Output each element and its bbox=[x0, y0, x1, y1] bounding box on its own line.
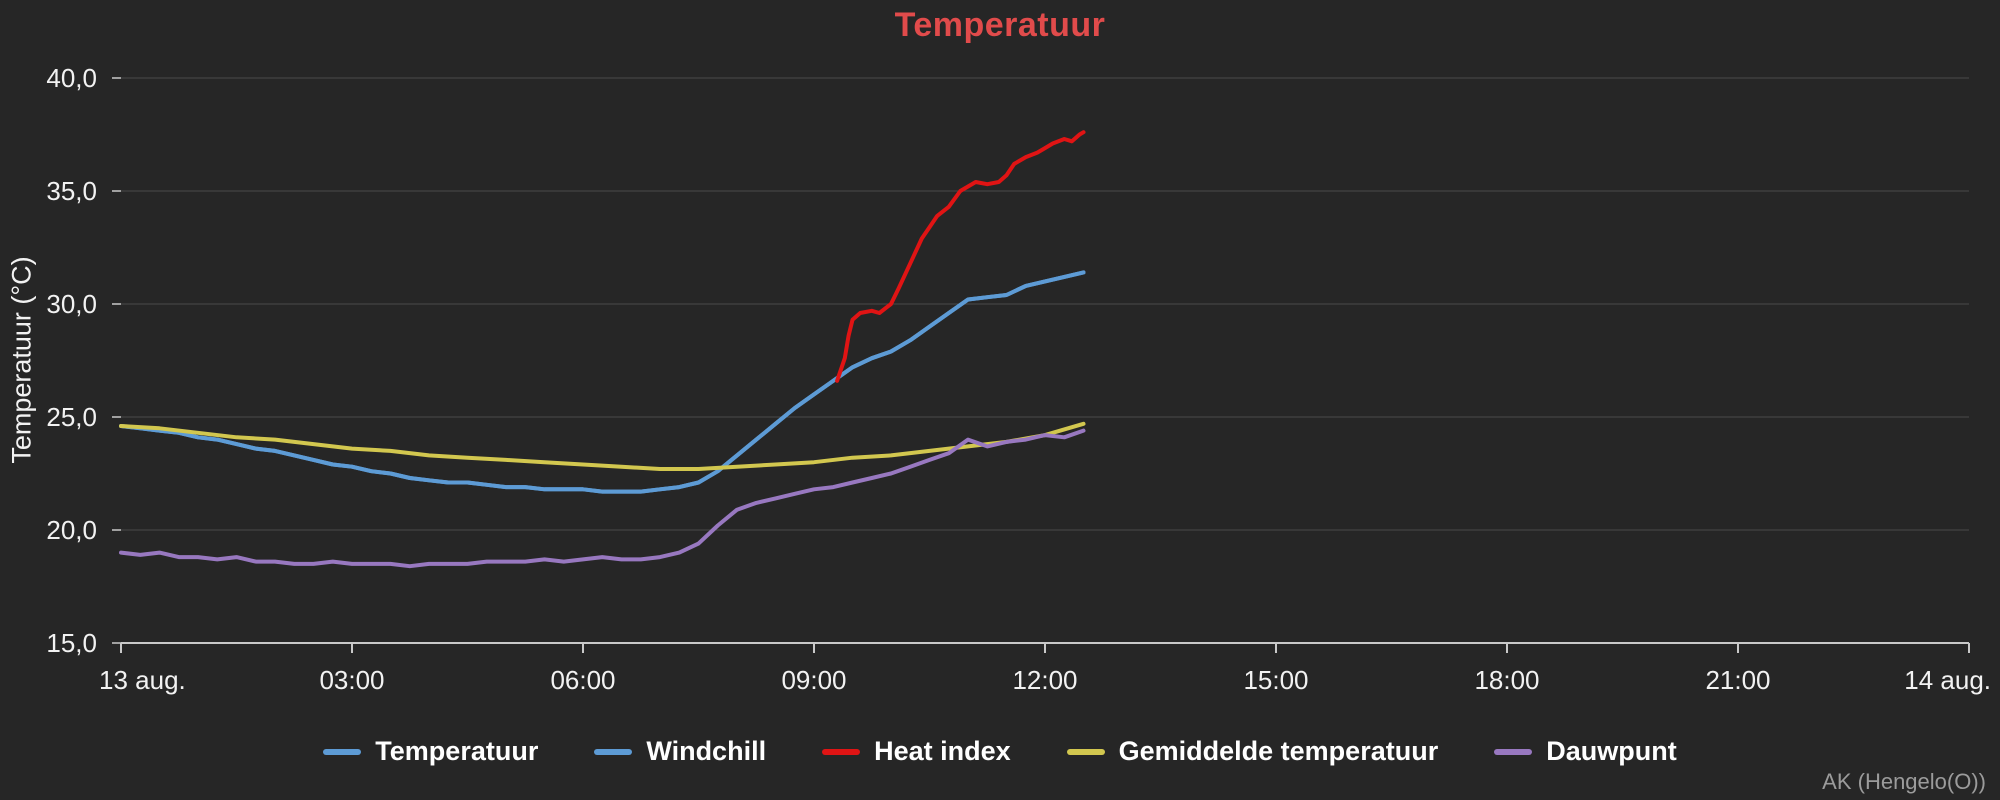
y-tick-label: 35,0 bbox=[46, 176, 97, 206]
legend-label-dauwpunt: Dauwpunt bbox=[1546, 736, 1677, 766]
legend-swatch-dauwpunt bbox=[1494, 748, 1533, 755]
legend-label-temperatuur: Temperatuur bbox=[375, 736, 539, 766]
x-tick-label: 18:00 bbox=[1474, 665, 1539, 695]
chart-title: Temperatuur bbox=[894, 6, 1106, 44]
y-tick-label: 40,0 bbox=[46, 63, 97, 93]
x-tick-label: 21:00 bbox=[1705, 665, 1770, 695]
series-line-windchill bbox=[119, 270, 1086, 494]
legend-label-gemiddelde-temperatuur: Gemiddelde temperatuur bbox=[1118, 736, 1439, 766]
x-tick-label: 15:00 bbox=[1243, 665, 1308, 695]
legend-label-heat-index: Heat index bbox=[874, 736, 1011, 766]
x-tick-label: 13 aug. bbox=[99, 665, 186, 695]
x-tick-label: 14 aug. bbox=[1904, 665, 1991, 695]
legend-item-gemiddelde-temperatuur[interactable]: Gemiddelde temperatuur bbox=[1066, 736, 1439, 767]
y-tick-label: 25,0 bbox=[46, 402, 97, 432]
series-line-dauwpunt bbox=[119, 428, 1086, 569]
y-tick-label: 15,0 bbox=[46, 628, 97, 658]
legend-swatch-temperatuur bbox=[323, 748, 362, 755]
x-tick-label: 06:00 bbox=[550, 665, 615, 695]
legend-label-windchill: Windchill bbox=[646, 736, 767, 766]
legend-item-temperatuur[interactable]: Temperatuur bbox=[323, 736, 538, 767]
series-line-temperatuur bbox=[119, 270, 1086, 494]
legend: Temperatuur Windchill Heat index Gemiddelde… bbox=[0, 736, 2000, 767]
legend-swatch-heat-index bbox=[822, 748, 861, 755]
y-tick-label: 30,0 bbox=[46, 289, 97, 319]
x-tick-label: 09:00 bbox=[781, 665, 846, 695]
legend-swatch-gemiddelde-temperatuur bbox=[1066, 748, 1105, 755]
series-line-gemiddelde-temperatuur bbox=[119, 421, 1086, 471]
y-tick-label: 20,0 bbox=[46, 515, 97, 545]
series-line-heat-index bbox=[835, 130, 1086, 383]
legend-item-windchill[interactable]: Windchill bbox=[594, 736, 766, 767]
x-tick-label: 03:00 bbox=[319, 665, 384, 695]
legend-item-heat-index[interactable]: Heat index bbox=[822, 736, 1011, 767]
watermark-text: AK (Hengelo(O)) bbox=[1822, 769, 1986, 794]
x-tick-label: 12:00 bbox=[1012, 665, 1077, 695]
legend-swatch-windchill bbox=[594, 748, 633, 755]
legend-item-dauwpunt[interactable]: Dauwpunt bbox=[1494, 736, 1677, 767]
